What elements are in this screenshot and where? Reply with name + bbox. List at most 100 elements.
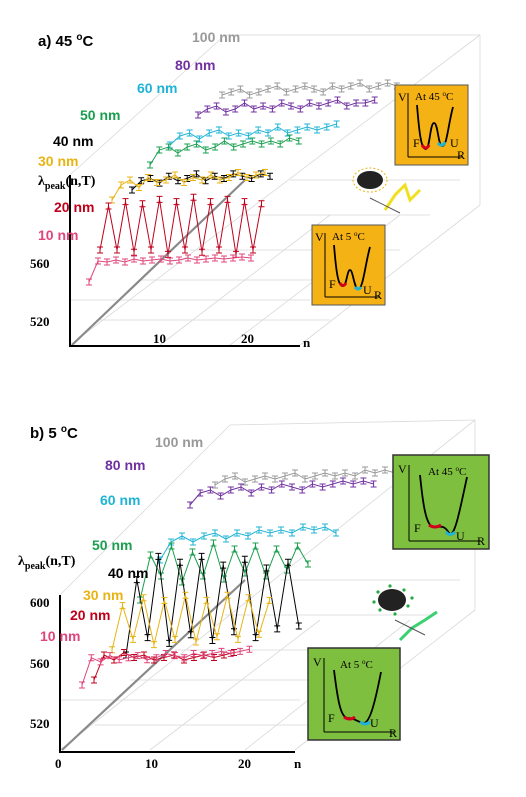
data-point	[122, 258, 128, 266]
potential-curve	[419, 474, 468, 535]
panel-a-ytick: 520	[30, 314, 50, 329]
data-point	[223, 535, 229, 543]
data-point	[214, 633, 220, 641]
data-point	[190, 538, 196, 546]
data-point	[176, 256, 182, 264]
panel-b-series-30nm: 30 nm	[83, 587, 273, 654]
data-point	[88, 654, 95, 662]
data-point	[130, 635, 136, 643]
data-point	[269, 105, 276, 113]
data-point	[267, 172, 273, 180]
data-point	[179, 578, 185, 586]
panel-b-series-20nm: 20 nm	[70, 607, 237, 684]
data-point	[209, 650, 216, 657]
data-point	[235, 169, 241, 176]
data-point	[131, 654, 137, 661]
data-point	[282, 472, 288, 480]
data-point	[187, 631, 194, 639]
data-point	[343, 102, 350, 110]
data-point	[306, 99, 313, 107]
data-point	[122, 198, 129, 206]
data-point	[249, 137, 256, 145]
arrow-line	[394, 619, 426, 636]
data-point	[167, 257, 173, 265]
inset-r-label: R	[477, 534, 485, 548]
data-point	[155, 552, 162, 560]
data-point	[190, 193, 197, 201]
protein-blob	[357, 171, 383, 189]
data-point	[185, 254, 191, 262]
series-label: 80 nm	[105, 457, 145, 473]
data-point	[238, 483, 244, 491]
data-point	[245, 532, 251, 540]
series-line	[111, 171, 266, 201]
data-point	[232, 472, 238, 480]
panel-b-series-40nm: 40 nm	[108, 552, 302, 659]
series-label: 50 nm	[92, 537, 132, 553]
data-point	[147, 551, 154, 559]
data-point	[245, 594, 252, 602]
data-point	[181, 654, 188, 662]
data-point	[181, 179, 187, 186]
data-point	[138, 177, 145, 185]
panel-a-ylabel: λpeak(n,T)	[38, 174, 96, 192]
data-point	[197, 489, 204, 497]
panel-a-series-60nm: 60 nm	[137, 80, 340, 149]
data-point	[190, 174, 196, 181]
data-point	[260, 102, 267, 110]
data-point	[209, 637, 216, 644]
series-line	[221, 82, 397, 96]
data-point	[250, 246, 256, 254]
data-point	[265, 85, 271, 93]
data-point	[323, 123, 330, 131]
data-point	[222, 475, 228, 483]
data-point	[382, 466, 388, 474]
data-point	[212, 143, 219, 151]
inset-u-label: U	[456, 529, 465, 543]
data-point	[347, 82, 354, 90]
panel-b-series-60nm: 60 nm	[100, 492, 339, 564]
inset-f-label: F	[413, 136, 420, 150]
data-point	[233, 250, 239, 258]
data-point	[353, 99, 360, 107]
data-point	[286, 134, 293, 142]
data-point	[237, 647, 244, 655]
data-point	[297, 105, 304, 113]
series-label: 100 nm	[192, 29, 240, 45]
inset-background	[307, 647, 401, 741]
data-point	[314, 126, 320, 134]
panel-b: b) 5 oC λpeak(n,T) 600 560 520 0 10 20 n…	[18, 419, 490, 771]
data-point	[242, 478, 248, 486]
unfolded-well-marker	[444, 530, 457, 536]
panel-b-xlabel: n	[294, 756, 302, 771]
data-point	[148, 246, 154, 254]
data-point	[153, 654, 160, 662]
inset-v-label: V	[398, 462, 407, 476]
data-point	[267, 529, 273, 537]
panel-a-series-100nm: 100 nm	[192, 29, 400, 99]
panel-b-series: 100 nm 80 nm 60 nm 50 nm 40 nm 30 nm 20 nm 10 n…	[40, 434, 408, 689]
data-point	[203, 255, 209, 263]
data-point	[300, 523, 306, 531]
data-point	[194, 256, 200, 264]
data-point	[239, 253, 245, 261]
inset-v-label: V	[313, 655, 322, 669]
data-point	[241, 198, 248, 206]
panel-a-protein-illustration	[352, 167, 422, 214]
data-point	[274, 82, 281, 90]
series-line	[111, 595, 270, 650]
data-point	[168, 542, 175, 550]
data-point	[362, 99, 369, 107]
panel-a-xlabel: n	[303, 335, 311, 350]
data-point	[101, 651, 107, 659]
data-point	[201, 532, 207, 540]
panel-b-inset-45: At 45 oC V R F U	[392, 454, 490, 550]
data-point	[199, 176, 205, 184]
data-point	[129, 186, 135, 194]
inset-u-label: U	[363, 283, 372, 297]
data-point	[333, 120, 340, 128]
series-line	[159, 526, 337, 561]
data-point	[289, 483, 295, 491]
protein-blob	[378, 589, 406, 611]
data-point	[246, 91, 253, 99]
